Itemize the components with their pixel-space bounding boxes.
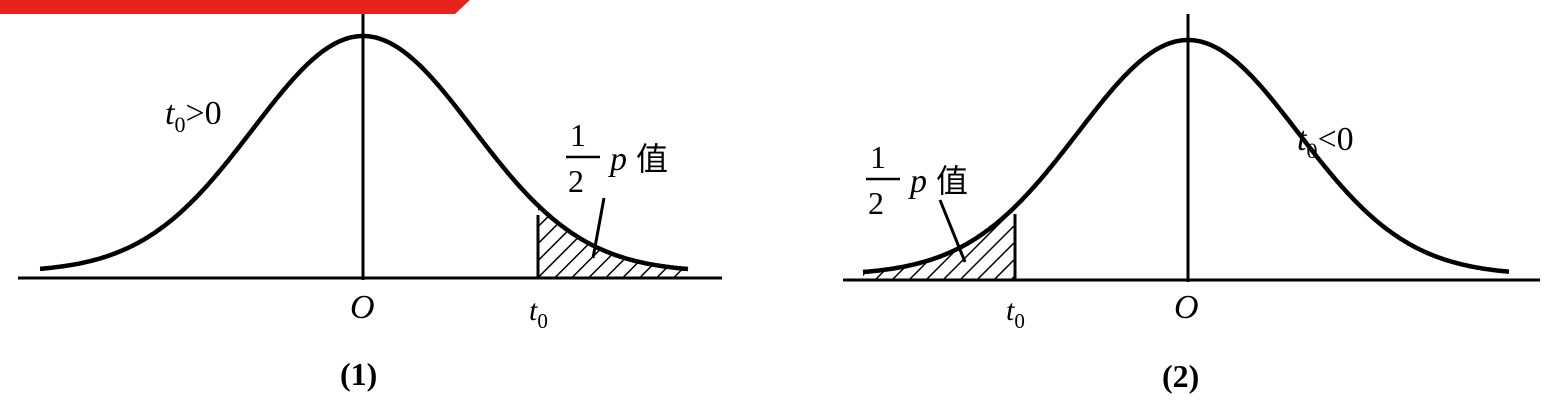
t0-label: t0: [529, 294, 548, 333]
caption: (1): [340, 356, 377, 392]
pointer-line: [591, 197, 606, 259]
condition-label: t0>0: [165, 95, 222, 137]
t0-label: t0: [1006, 294, 1025, 333]
origin-label: O: [350, 289, 375, 326]
shaded-left-tail: [863, 206, 1015, 280]
half-p-value-label: 1 2 p 值: [866, 139, 968, 221]
svg-text:p: p: [608, 141, 627, 178]
half-p-value-label: 1 2 p 值: [566, 117, 668, 199]
svg-text:2: 2: [568, 163, 584, 199]
svg-text:1: 1: [870, 139, 886, 175]
svg-text:值: 值: [636, 141, 668, 177]
svg-text:1: 1: [570, 117, 586, 153]
caption: (2): [1162, 358, 1199, 394]
svg-text:p: p: [908, 163, 927, 200]
condition-label: t0<0: [1297, 121, 1354, 163]
density-curve: [39, 33, 689, 272]
figure-1: t0>0 1 2 p 值 O t0 (1): [18, 14, 722, 392]
accent-bar: [0, 0, 470, 14]
origin-label: O: [1174, 289, 1199, 326]
shaded-right-tail: [538, 205, 688, 278]
svg-text:2: 2: [868, 185, 884, 221]
density-curve: [862, 37, 1510, 275]
pointer-line: [938, 199, 967, 263]
svg-text:值: 值: [936, 163, 968, 199]
figure-2: t0<0 1 2 p 值 t0 O (2): [843, 14, 1540, 394]
